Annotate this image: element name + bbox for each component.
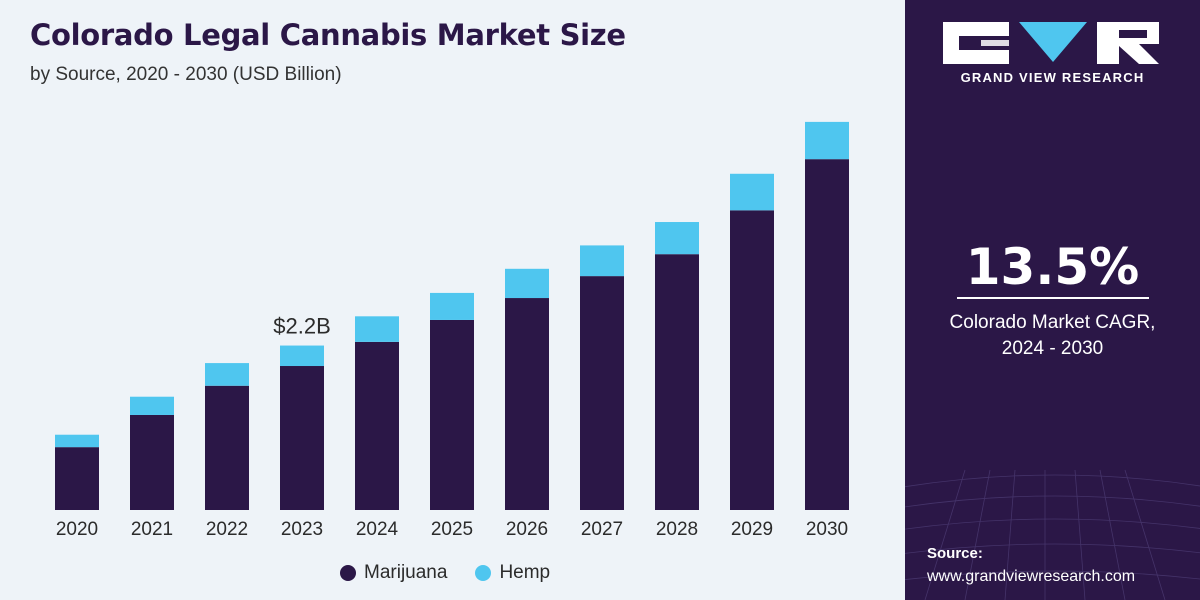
source-link[interactable]: www.grandviewresearch.com bbox=[927, 568, 1136, 585]
bar-marijuana-2028 bbox=[655, 254, 699, 510]
x-tick-label-2024: 2024 bbox=[356, 519, 399, 540]
x-tick-label-2029: 2029 bbox=[731, 519, 773, 540]
legend-swatch-hemp bbox=[475, 565, 492, 581]
decorative-grid bbox=[905, 469, 1200, 600]
bar-hemp-2024 bbox=[355, 316, 399, 342]
bar-hemp-2025 bbox=[430, 292, 474, 320]
legend-item-hemp: Hemp bbox=[475, 562, 550, 584]
legend-swatch-marijuana bbox=[340, 565, 356, 581]
bar-hemp-2022 bbox=[205, 363, 249, 386]
bar-marijuana-2026 bbox=[505, 298, 549, 510]
bar-hemp-2023 bbox=[280, 345, 324, 367]
bar-marijuana-2021 bbox=[130, 414, 174, 510]
bar-marijuana-2024 bbox=[355, 341, 399, 510]
cagr-caption-line2: 2024 - 2030 bbox=[1001, 338, 1104, 359]
bar-hemp-2028 bbox=[655, 222, 699, 255]
bar-chart: 2020 2021 2022 2023 2024 2025 2026 2027 2028 2029… bbox=[55, 121, 849, 540]
cagr-caption: Colorado Market CAGR, 2024 - 2030 bbox=[905, 310, 1200, 362]
x-tick-label-2023: 2023 bbox=[281, 519, 323, 540]
x-tick-label-2020: 2020 bbox=[56, 519, 98, 540]
bar-marijuana-2025 bbox=[430, 319, 474, 510]
chart-legend: Marijuana Hemp bbox=[340, 560, 550, 586]
x-tick-label-2022: 2022 bbox=[206, 519, 248, 540]
x-tick-label-2025: 2025 bbox=[431, 519, 473, 540]
bar-marijuana-2023 bbox=[280, 366, 324, 510]
bar-hemp-2030 bbox=[805, 121, 849, 160]
bar-marijuana-2029 bbox=[730, 210, 774, 510]
bar-hemp-2021 bbox=[130, 396, 174, 415]
x-tick-label-2030: 2030 bbox=[806, 519, 848, 540]
chart-subtitle: by Source, 2020 - 2030 (USD Billion) bbox=[30, 64, 342, 85]
legend-label-hemp: Hemp bbox=[499, 562, 551, 583]
bar-hemp-2027 bbox=[580, 245, 624, 277]
bar-hemp-2026 bbox=[505, 268, 549, 299]
chart-title: Colorado Legal Cannabis Market Size bbox=[30, 18, 626, 52]
data-label-2023: $2.2B bbox=[273, 314, 331, 339]
chart-panel: Colorado Legal Cannabis Market Size by S… bbox=[0, 0, 905, 600]
cagr-value: 13.5% bbox=[965, 238, 1140, 296]
bar-marijuana-2027 bbox=[580, 276, 624, 510]
bar-hemp-2020 bbox=[55, 434, 99, 448]
bar-marijuana-2030 bbox=[805, 159, 849, 510]
grand-view-research-logo bbox=[943, 22, 1159, 64]
x-tick-label-2028: 2028 bbox=[656, 519, 698, 540]
x-tick-label-2027: 2027 bbox=[581, 519, 623, 540]
bar-hemp-2029 bbox=[730, 173, 774, 211]
x-tick-label-2026: 2026 bbox=[506, 519, 548, 540]
cagr-caption-line1: Colorado Market CAGR, bbox=[949, 312, 1156, 333]
sidebar-panel: GRAND VIEW RESEARCH 13.5% Colorado Marke… bbox=[905, 0, 1200, 600]
source-label: Source: bbox=[927, 545, 983, 562]
x-tick-label-2021: 2021 bbox=[131, 519, 173, 540]
legend-label-marijuana: Marijuana bbox=[364, 562, 448, 583]
bar-marijuana-2022 bbox=[205, 385, 249, 510]
cagr-divider bbox=[957, 297, 1149, 299]
brand-name: GRAND VIEW RESEARCH bbox=[960, 70, 1145, 85]
bar-marijuana-2020 bbox=[55, 447, 99, 510]
legend-item-marijuana: Marijuana bbox=[340, 562, 447, 584]
